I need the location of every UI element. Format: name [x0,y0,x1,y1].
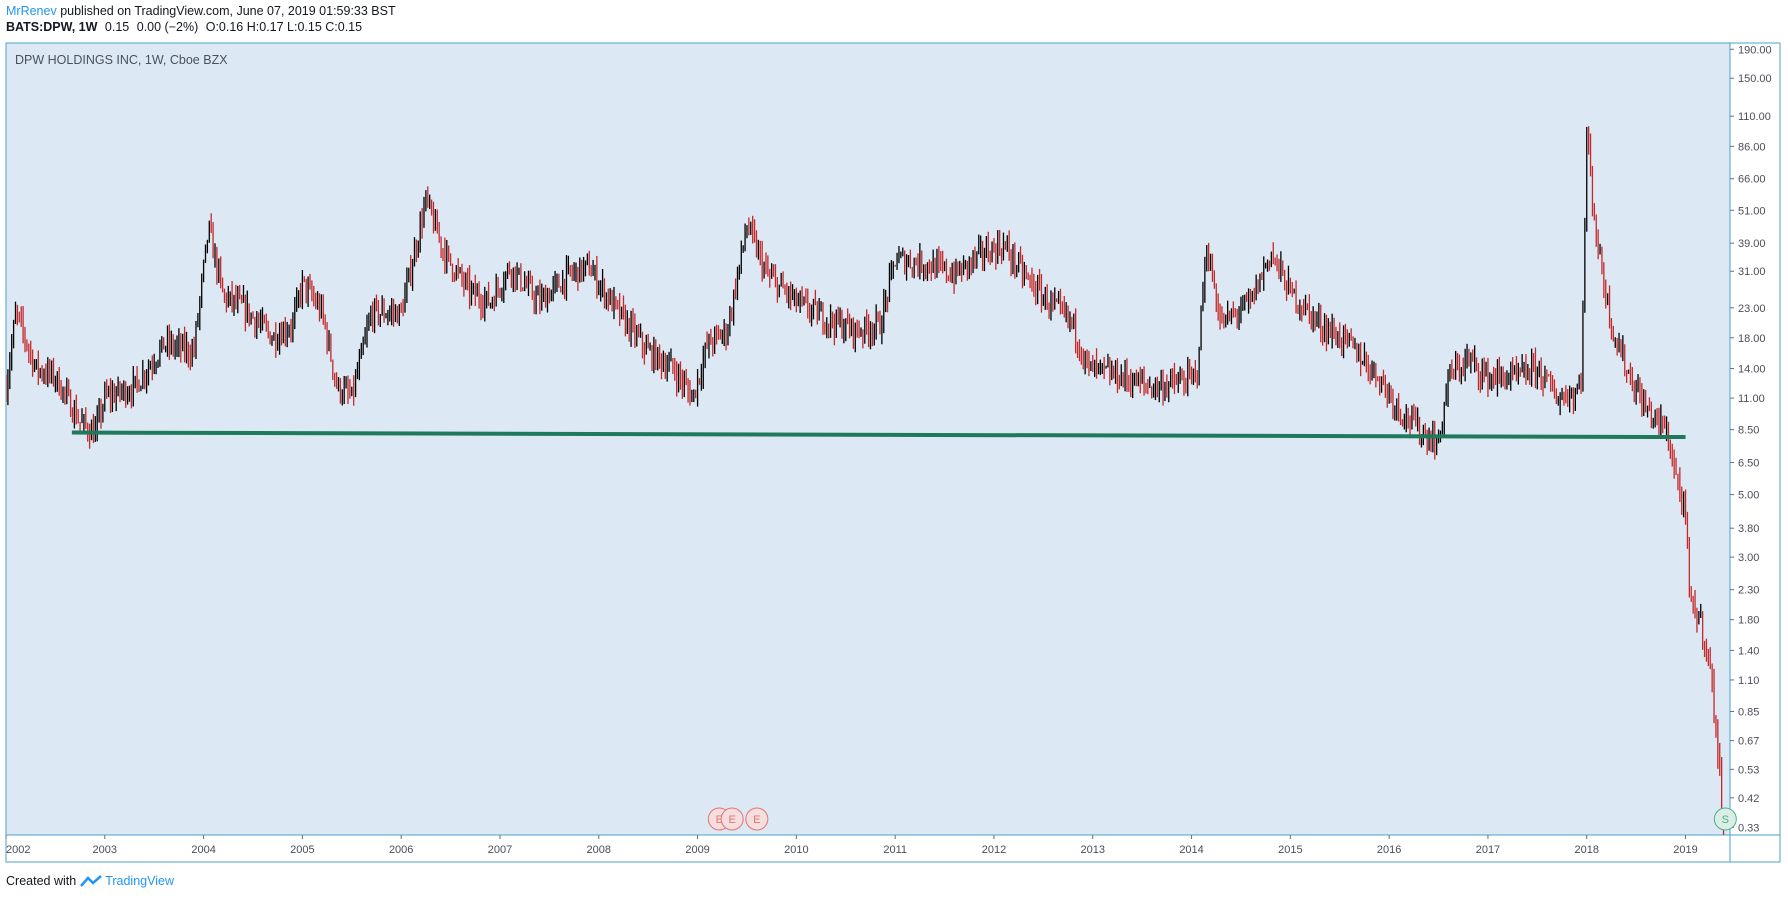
y-tick-label: 39.00 [1738,238,1766,250]
y-tick-label: 14.00 [1738,364,1766,376]
y-tick-label: 18.00 [1738,333,1766,345]
symbol-info: BATS:DPW, 1W 0.15 0.00 (−2%) O:0.16 H:0.… [6,20,366,34]
y-tick-label: 23.00 [1738,303,1766,315]
x-tick-label: 2014 [1179,844,1203,856]
y-tick-label: 1.10 [1738,675,1759,687]
x-tick-label: 2016 [1377,844,1401,856]
publish-info: MrRenev published on TradingView.com, Ju… [6,4,396,18]
x-tick-label: 2013 [1081,844,1105,856]
y-tick-label: 31.00 [1738,266,1766,278]
chart-title: DPW HOLDINGS INC, 1W, Cboe BZX [15,53,228,67]
support-trendline[interactable] [71,430,1686,440]
y-tick-label: 110.00 [1738,111,1771,123]
ohlc-values: O:0.16 H:0.17 L:0.15 C:0.15 [205,20,363,34]
split-marker[interactable] [1713,807,1737,831]
y-tick-label: 86.00 [1738,141,1766,153]
x-tick-label: 2002 [6,844,30,856]
y-tick-label: 1.80 [1738,615,1759,627]
x-tick-label: 2007 [488,844,512,856]
x-axis-area [6,835,1730,862]
x-tick-label: 2006 [389,844,413,856]
author-link[interactable]: MrRenev [6,4,57,18]
x-tick-label: 2017 [1476,844,1500,856]
chart-frame [5,42,1781,863]
y-tick-label: 8.50 [1738,425,1759,437]
ohlc-bars [6,126,1725,835]
x-tick-label: 2010 [784,844,808,856]
y-tick-label: 3.00 [1738,552,1759,564]
price-change: 0.00 (−2%) [136,20,199,34]
x-tick-label: 2004 [191,844,215,856]
earnings-marker-label: E [728,814,735,826]
y-tick-label: 3.80 [1738,523,1759,535]
y-tick-label: 6.50 [1738,457,1759,469]
x-tick-label: 2018 [1575,844,1599,856]
symbol-label: BATS:DPW, 1W [6,20,98,34]
split-marker-label: S [1722,814,1729,826]
last-price: 0.15 [104,20,130,34]
y-tick-label: 150.00 [1738,73,1772,85]
y-tick-label: 0.42 [1738,793,1759,805]
y-tick-label: 0.85 [1738,707,1759,719]
x-tick-label: 2015 [1278,844,1302,856]
x-tick-label: 2008 [587,844,611,856]
y-tick-label: 1.40 [1738,645,1759,657]
earnings-marker-label: E [753,814,760,826]
plot-area [6,43,1730,835]
x-tick-label: 2012 [982,844,1006,856]
y-tick-label: 0.33 [1738,822,1759,834]
published-text: published on TradingView.com, June 07, 2… [60,4,396,18]
tradingview-link[interactable]: TradingView [105,874,174,888]
y-tick-label: 190.00 [1738,44,1772,56]
x-tick-label: 2011 [883,844,907,856]
y-tick-label: 5.00 [1738,490,1759,502]
earnings-marker[interactable] [720,807,744,831]
earnings-marker[interactable] [745,807,769,831]
price-chart[interactable]: DPW HOLDINGS INC, 1W, Cboe BZX 190.00 150.… [0,0,1788,870]
y-tick-label: 0.67 [1738,736,1759,748]
y-tick-label: 11.00 [1738,393,1765,405]
x-tick-label: 2019 [1673,844,1697,856]
footer: Created with TradingView [6,874,174,888]
x-tick-label: 2005 [290,844,314,856]
created-with-text: Created with [6,874,77,888]
y-tick-label: 51.00 [1738,205,1766,217]
x-tick-label: 2003 [93,844,117,856]
tradingview-logo-icon [80,875,103,887]
x-tick-label: 2009 [685,844,709,856]
y-tick-label: 0.53 [1738,764,1759,776]
y-tick-label: 2.30 [1738,585,1759,597]
earnings-marker-label: E [716,814,723,826]
y-tick-label: 66.00 [1738,174,1766,186]
